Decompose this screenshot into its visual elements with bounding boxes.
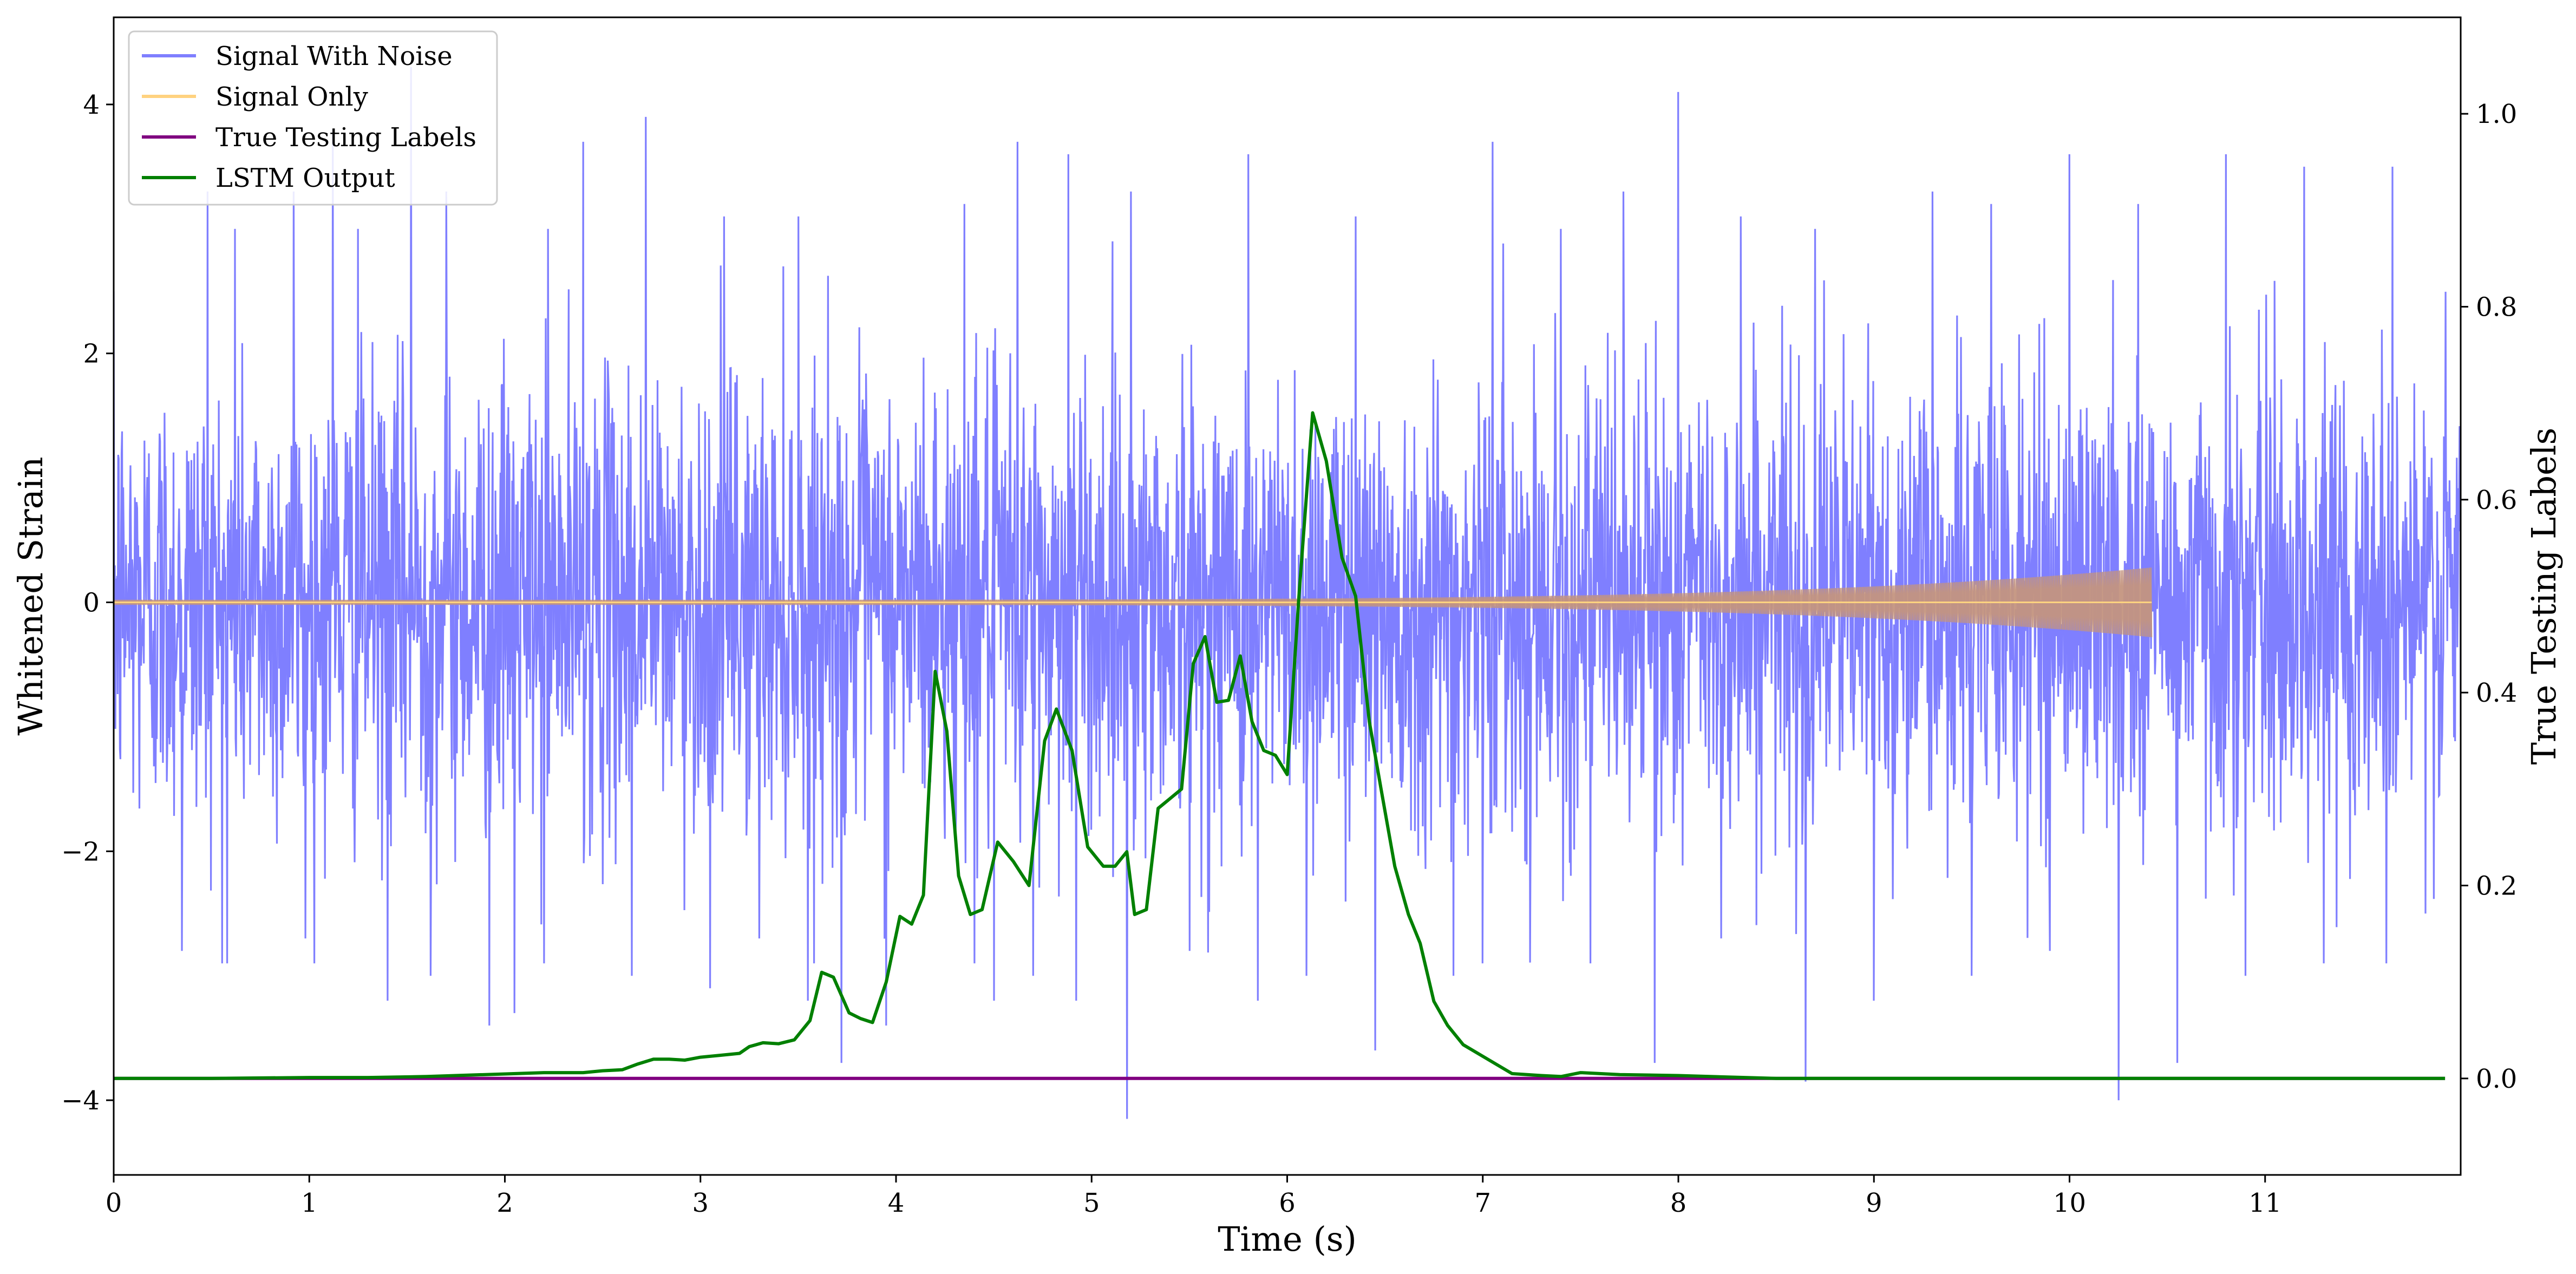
legend-label-true-testing-labels: True Testing Labels	[215, 122, 476, 153]
legend: Signal With Noise Signal Only True Testing…	[128, 30, 498, 206]
x-axis-title: Time (s)	[1218, 1219, 1357, 1259]
y2-tick-label: 0.4	[2476, 678, 2517, 708]
y-tick-label: 2	[83, 339, 100, 369]
y2-tick-label: 0.2	[2476, 871, 2517, 901]
y2-tick-label: 0.6	[2476, 485, 2517, 515]
x-tick-label: 11	[2248, 1188, 2281, 1218]
y2-tick-label: 0.0	[2476, 1064, 2517, 1094]
x-tick-label: 9	[1866, 1188, 1882, 1218]
x-tick-label: 7	[1474, 1188, 1491, 1218]
y-tick-label: 0	[83, 587, 100, 618]
y-tick-label: 4	[83, 90, 100, 120]
y2-axis-title: True Testing Labels	[2524, 428, 2564, 765]
y2-tick-label: 0.8	[2476, 292, 2517, 323]
x-tick-label: 10	[2053, 1188, 2086, 1218]
x-tick-label: 6	[1279, 1188, 1296, 1218]
x-tick-label: 8	[1670, 1188, 1687, 1218]
plot-area	[114, 67, 2461, 1119]
plot-series-group	[114, 67, 2461, 1119]
legend-label-signal-only: Signal Only	[215, 82, 368, 112]
x-tick-label: 3	[692, 1188, 709, 1218]
legend-label-lstm-output: LSTM Output	[215, 163, 395, 193]
axes: 0 1 2 3 4 5 6 7 8 9 10 11 4 2 0 −2 −4 1.0 0.8 0.6 0.4 0.2 0.0	[61, 90, 2517, 1218]
y2-tick-label: 1.0	[2476, 99, 2517, 129]
y-axis-title: Whitened Strain	[11, 457, 50, 736]
x-tick-label: 0	[106, 1188, 122, 1218]
legend-box	[128, 30, 498, 206]
x-tick-label: 1	[301, 1188, 318, 1218]
y-tick-label: −4	[61, 1086, 100, 1116]
x-tick-label: 4	[888, 1188, 905, 1218]
x-tick-label: 5	[1083, 1188, 1100, 1218]
series-line-signal-with-noise	[114, 67, 2461, 1119]
x-tick-label: 2	[496, 1188, 513, 1218]
legend-label-signal-with-noise: Signal With Noise	[215, 41, 453, 71]
series-line-lstm-output	[114, 411, 2446, 1080]
y-tick-label: −2	[61, 837, 100, 867]
